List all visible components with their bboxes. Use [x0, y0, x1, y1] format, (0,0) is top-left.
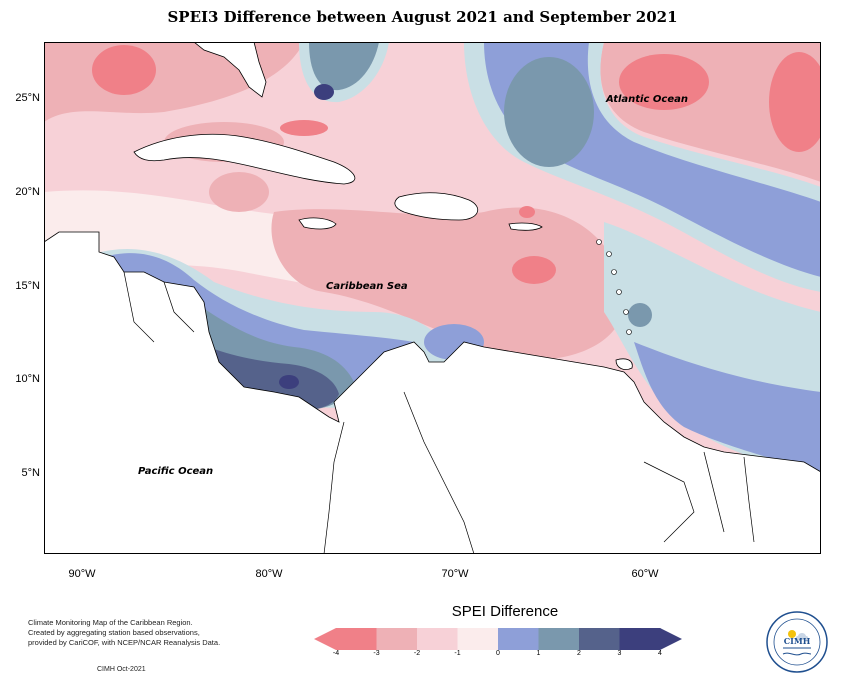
legend-segment — [457, 628, 499, 650]
puerto-rico-land — [508, 222, 543, 231]
legend-tick-label: -4 — [332, 650, 340, 657]
florida-land — [193, 42, 267, 98]
legend-segment — [376, 628, 418, 650]
map-title: SPEI3 Difference between August 2021 and… — [167, 8, 678, 26]
spei-region-plus4-bahamas — [314, 84, 334, 100]
logo-text: CIMH — [783, 636, 811, 646]
spei-region-plus2-windward — [628, 303, 652, 327]
country-borders — [123, 271, 755, 554]
lon-label-70w: 70°W — [441, 568, 469, 580]
caribbean-sea-label: Caribbean Sea — [326, 281, 408, 292]
legend-segment — [498, 628, 539, 650]
credit-line-3: provided by CariCOF, with NCEP/NCAR Rean… — [28, 638, 221, 647]
cimh-seal-icon — [766, 611, 828, 673]
spei-map — [44, 42, 821, 554]
map-credit: Climate Monitoring Map of the Caribbean … — [28, 618, 258, 648]
legend-bar-svg — [314, 628, 682, 650]
lat-label-25n: 25°N — [15, 92, 40, 104]
legend-tick-label: 0 — [496, 650, 500, 657]
jamaica-land — [298, 217, 337, 230]
credit-date: CIMH Oct-2021 — [97, 666, 146, 673]
legend-tick-label: -1 — [454, 650, 461, 657]
lat-label-5n: 5°N — [21, 467, 40, 479]
legend-tick-label: 4 — [658, 650, 662, 657]
legend-segment — [579, 628, 620, 650]
lat-label-20n: 20°N — [15, 186, 40, 198]
hispaniola-land — [394, 192, 479, 221]
legend-title: SPEI Difference — [451, 603, 559, 620]
spei-region-minus4-central — [512, 256, 556, 284]
spei-region-minus4-bahamas — [280, 120, 328, 136]
land-outlines — [44, 42, 821, 554]
legend-tick-label: 2 — [577, 650, 581, 657]
spei-region-plus1-se — [634, 342, 821, 472]
map-panel — [44, 42, 821, 554]
south-america-land — [44, 231, 821, 554]
legend-arrow-high — [660, 628, 682, 650]
credit-line-1: Climate Monitoring Map of the Caribbean … — [28, 618, 193, 627]
spei-region-minus3-cayman — [209, 172, 269, 212]
legend-tick-label: -3 — [373, 650, 380, 657]
legend-tick-label: 1 — [536, 650, 541, 657]
credit-line-2: Created by aggregating station based obs… — [28, 628, 200, 637]
spei-region-minus4-gulf — [92, 45, 156, 95]
spei-region-minus4-atlantic-b — [769, 52, 821, 152]
legend-segment — [538, 628, 580, 650]
spei-region-plus2-florida — [309, 42, 379, 91]
lat-label-15n: 15°N — [15, 280, 40, 292]
trinidad-land — [615, 358, 633, 370]
spei-region-minus4-atlantic-a — [619, 54, 709, 110]
cimh-logo: CIMH — [765, 610, 829, 674]
legend-tick-label: 3 — [617, 650, 622, 657]
lon-label-60w: 60°W — [631, 568, 659, 580]
pacific-ocean-label: Pacific Ocean — [138, 466, 214, 477]
atlantic-ocean-label: Atlantic Ocean — [606, 94, 688, 105]
spei-region-minus4-pr — [519, 206, 535, 218]
lon-label-80w: 80°W — [255, 568, 283, 580]
spei-region-plus2-atlantic — [504, 57, 594, 167]
legend-tick-label: -2 — [413, 650, 421, 657]
map-border — [44, 42, 821, 554]
lat-label-10n: 10°N — [15, 373, 40, 385]
legend-colorbar — [314, 628, 684, 655]
lesser-antilles — [596, 239, 632, 335]
legend-segment — [336, 628, 377, 650]
legend-segment — [417, 628, 458, 650]
legend-segment — [619, 628, 661, 650]
spei-region-minus3-central — [271, 207, 624, 360]
legend-arrow-low — [314, 628, 336, 650]
spei-region-plus4-central-america — [279, 375, 299, 389]
lon-label-90w: 90°W — [68, 568, 96, 580]
cuba-land — [133, 133, 356, 185]
